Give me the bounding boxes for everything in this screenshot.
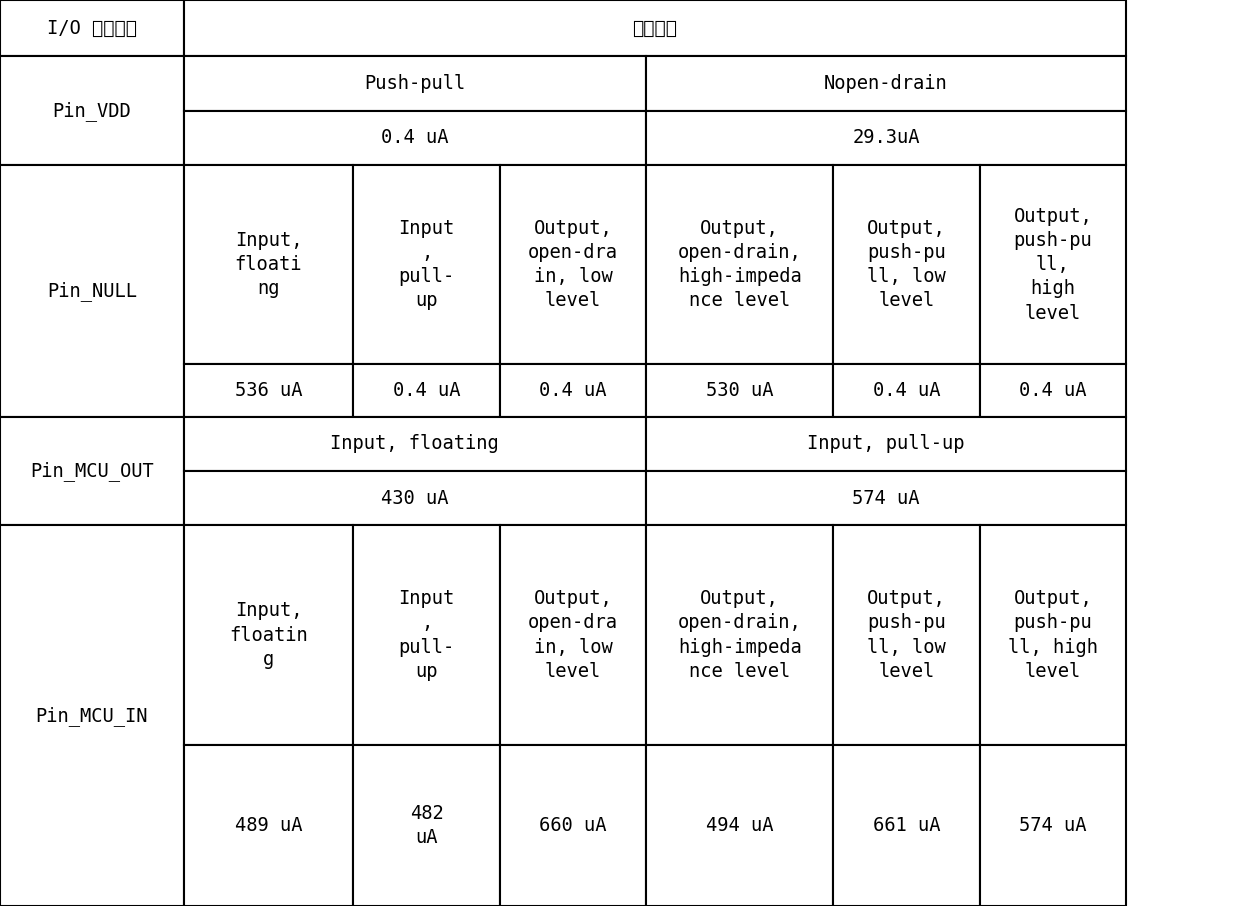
Text: Output,
push-pu
ll,
high
level: Output, push-pu ll, high level <box>1013 207 1092 323</box>
Text: 0.4 uA: 0.4 uA <box>1019 381 1086 400</box>
Text: 工作模式: 工作模式 <box>632 19 677 37</box>
Text: Pin_VDD: Pin_VDD <box>52 101 131 120</box>
Text: 536 uA: 536 uA <box>234 381 303 400</box>
Text: 0.4 uA: 0.4 uA <box>539 381 606 400</box>
Bar <box>0 0 184 56</box>
Text: Output,
push-pu
ll, low
level: Output, push-pu ll, low level <box>867 218 946 311</box>
Bar <box>646 364 833 417</box>
Text: 0.4 uA: 0.4 uA <box>873 381 940 400</box>
Text: 574 uA: 574 uA <box>1019 816 1086 834</box>
Text: Input
,
pull-
up: Input , pull- up <box>398 218 455 311</box>
Text: Output,
push-pu
ll, high
level: Output, push-pu ll, high level <box>1008 589 1097 681</box>
Bar <box>833 364 980 417</box>
Text: Push-pull: Push-pull <box>365 74 465 92</box>
Bar <box>646 111 1126 165</box>
Bar <box>353 364 500 417</box>
Text: 660 uA: 660 uA <box>539 816 606 834</box>
Bar <box>500 165 646 364</box>
Bar <box>646 417 1126 471</box>
Bar <box>0 165 184 417</box>
Bar <box>184 56 646 111</box>
Bar <box>646 745 833 906</box>
Bar <box>353 525 500 745</box>
Bar <box>0 417 184 525</box>
Text: 29.3uA: 29.3uA <box>852 129 920 147</box>
Text: 0.4 uA: 0.4 uA <box>393 381 460 400</box>
Bar <box>646 525 833 745</box>
Text: Pin_MCU_OUT: Pin_MCU_OUT <box>30 461 154 481</box>
Text: 530 uA: 530 uA <box>706 381 774 400</box>
Text: 661 uA: 661 uA <box>873 816 940 834</box>
Bar <box>184 364 353 417</box>
Text: Output,
open-drain,
high-impeda
nce level: Output, open-drain, high-impeda nce leve… <box>678 589 801 681</box>
Text: Pin_NULL: Pin_NULL <box>47 281 136 301</box>
Bar <box>184 417 646 471</box>
Bar <box>353 165 500 364</box>
Text: Output,
push-pu
ll, low
level: Output, push-pu ll, low level <box>867 589 946 681</box>
Bar <box>184 0 1126 56</box>
Bar <box>833 165 980 364</box>
Bar <box>980 364 1126 417</box>
Bar <box>0 525 184 906</box>
Bar <box>184 471 646 525</box>
Bar <box>980 745 1126 906</box>
Bar <box>646 165 833 364</box>
Text: 494 uA: 494 uA <box>706 816 774 834</box>
Text: Pin_MCU_IN: Pin_MCU_IN <box>36 706 148 726</box>
Text: I/O 引脚分类: I/O 引脚分类 <box>47 19 136 37</box>
Text: Input
,
pull-
up: Input , pull- up <box>398 589 455 681</box>
Bar <box>500 525 646 745</box>
Bar <box>500 745 646 906</box>
Text: Output,
open-dra
in, low
level: Output, open-dra in, low level <box>528 218 618 311</box>
Text: Input, floating: Input, floating <box>330 435 500 453</box>
Bar <box>184 745 353 906</box>
Bar <box>646 471 1126 525</box>
Text: Output,
open-drain,
high-impeda
nce level: Output, open-drain, high-impeda nce leve… <box>678 218 801 311</box>
Text: 489 uA: 489 uA <box>234 816 303 834</box>
Bar <box>353 745 500 906</box>
Text: 430 uA: 430 uA <box>381 489 449 507</box>
Text: Nopen-drain: Nopen-drain <box>825 74 947 92</box>
Text: Input,
floatin
g: Input, floatin g <box>229 602 308 669</box>
Text: 482
uA: 482 uA <box>409 804 444 847</box>
Bar <box>833 745 980 906</box>
Text: 574 uA: 574 uA <box>852 489 920 507</box>
Text: Input,
floati
ng: Input, floati ng <box>234 231 303 298</box>
Text: 0.4 uA: 0.4 uA <box>381 129 449 147</box>
Bar <box>980 525 1126 745</box>
Bar <box>646 56 1126 111</box>
Text: Input, pull-up: Input, pull-up <box>807 435 965 453</box>
Bar <box>500 364 646 417</box>
Bar <box>980 165 1126 364</box>
Bar <box>833 525 980 745</box>
Bar <box>184 165 353 364</box>
Bar <box>0 56 184 165</box>
Text: Output,
open-dra
in, low
level: Output, open-dra in, low level <box>528 589 618 681</box>
Bar <box>184 525 353 745</box>
Bar <box>184 111 646 165</box>
